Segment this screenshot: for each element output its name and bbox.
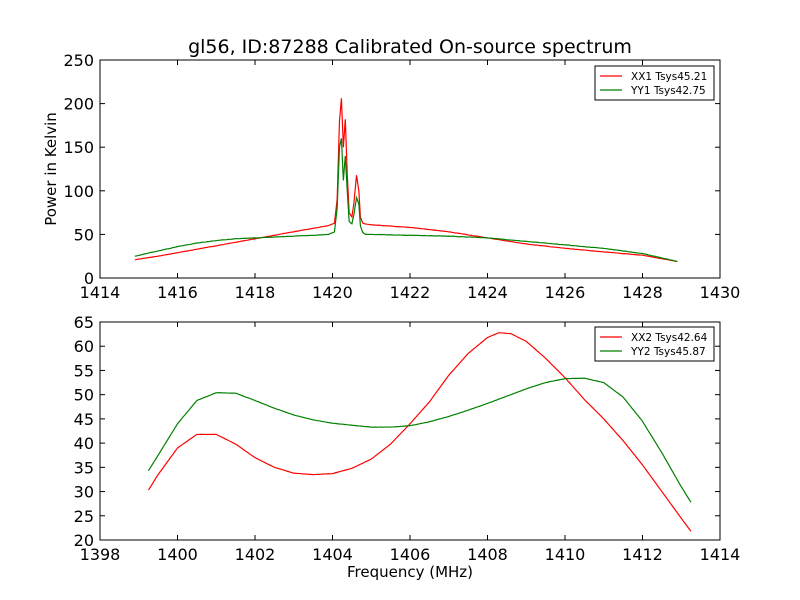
x-tick-label: 1418 [235, 283, 276, 302]
y-tick-label: 35 [74, 458, 94, 477]
y-tick-label: 150 [63, 138, 94, 157]
y-tick-label: 20 [74, 531, 94, 550]
legend-box [594, 65, 715, 101]
series-line-yy [147, 377, 692, 503]
y-tick-label: 200 [63, 95, 94, 114]
legend-label: YY1 Tsys42.75 [630, 85, 706, 97]
y-tick-label: 25 [74, 507, 94, 526]
chart-title: gl56, ID:87288 Calibrated On-source spec… [188, 36, 632, 58]
x-tick-label: 1416 [157, 283, 198, 302]
x-tick-label: 1406 [390, 545, 431, 564]
y-tick-label: 50 [74, 225, 94, 244]
series-line-xx [147, 332, 692, 532]
y-tick-label: 30 [74, 483, 94, 502]
legend-label: XX1 Tsys45.21 [631, 71, 707, 83]
x-tick-label: 1422 [390, 283, 431, 302]
legend-label: YY2 Tsys45.87 [630, 346, 706, 358]
y-tick-label: 65 [74, 313, 94, 332]
x-tick-label: 1414 [700, 545, 741, 564]
x-tick-label: 1400 [157, 545, 198, 564]
x-tick-label: 1424 [467, 283, 508, 302]
x-tick-label: 1430 [700, 283, 741, 302]
y-tick-label: 250 [63, 51, 94, 70]
y-tick-label: 60 [74, 337, 94, 356]
legend-label: XX2 Tsys42.64 [631, 332, 708, 344]
y-tick-label: 55 [74, 361, 94, 380]
x-tick-label: 1402 [235, 545, 276, 564]
series-line-yy [134, 138, 678, 263]
y-tick-label: 40 [74, 434, 94, 453]
y-tick-label: 45 [74, 410, 94, 429]
x-tick-label: 1410 [545, 545, 586, 564]
x-tick-label: 1428 [622, 283, 663, 302]
x-axis-label: Frequency (MHz) [347, 563, 473, 581]
series-line-xx [134, 98, 678, 263]
x-tick-label: 1408 [467, 545, 508, 564]
x-tick-label: 1420 [312, 283, 353, 302]
top-plot: 1414 1416 1418 1420 1422 1424 1426 1428 1430 0 50 1… [42, 51, 740, 302]
x-tick-label: 1426 [545, 283, 586, 302]
x-tick-label: 1414 [80, 283, 121, 302]
y-tick-label: 100 [63, 182, 94, 201]
x-tick-label: 1404 [312, 545, 353, 564]
y-tick-label: 50 [74, 386, 94, 405]
y-axis-label: Power in Kelvin [42, 112, 60, 226]
x-tick-label: 1412 [622, 545, 663, 564]
legend-box [594, 326, 715, 362]
x-tick-label: 1398 [80, 545, 121, 564]
bottom-plot: 1398 1400 1402 1404 1406 1408 1410 1412 1414 20 25… [74, 313, 741, 581]
y-tick-label: 0 [84, 269, 94, 288]
